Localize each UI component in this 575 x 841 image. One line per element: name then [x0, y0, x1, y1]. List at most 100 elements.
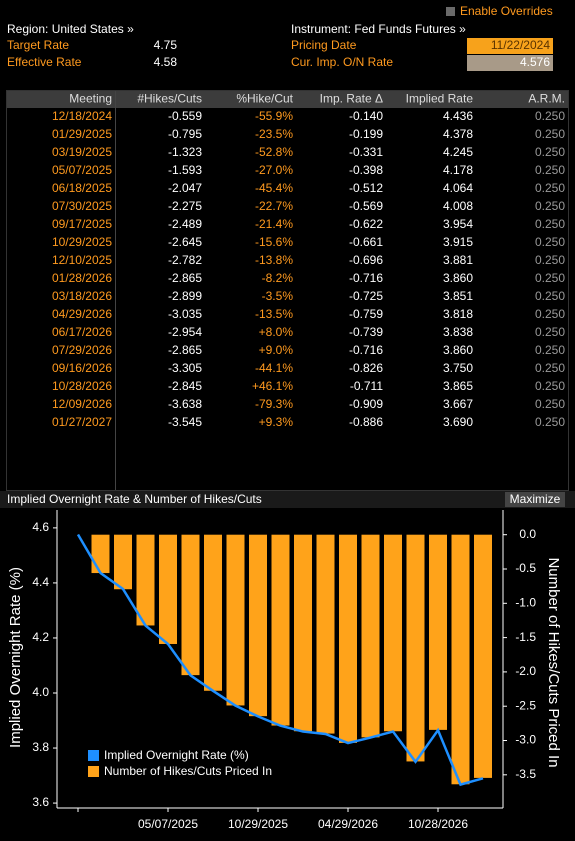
table-cell: -0.886 [349, 415, 383, 429]
table-cell: 3.860 [443, 271, 473, 285]
table: Meeting #Hikes/Cuts %Hike/Cut Imp. Rate Δ Im… [52, 92, 565, 430]
table-cell: -52.8% [255, 145, 293, 159]
table-cell: 12/18/2024 [52, 109, 112, 123]
table-cell: -44.1% [255, 361, 293, 375]
table-cell: -2.047 [168, 181, 202, 195]
table-cell: -1.593 [168, 163, 202, 177]
table-cell: 12/09/2026 [52, 397, 112, 411]
field-label: Target Rate [7, 38, 69, 52]
table-cell: -2.275 [168, 199, 202, 213]
table-cell: 10/28/2026 [52, 379, 112, 393]
table-cell: -2.865 [168, 271, 202, 285]
table-cell: -1.323 [168, 145, 202, 159]
table-cell: 06/18/2025 [52, 181, 112, 195]
override-label[interactable]: Enable Overrides [460, 4, 553, 18]
table-cell: -2.845 [168, 379, 202, 393]
cur-rate[interactable]: 4.576 [520, 55, 550, 69]
instrument[interactable]: Instrument: Fed Funds Futures » [291, 22, 466, 36]
table-cell: 3.750 [443, 361, 473, 375]
table-cell: 03/19/2025 [52, 145, 112, 159]
table-cell: -0.661 [349, 235, 383, 249]
table-cell: -0.909 [349, 397, 383, 411]
column-header: #Hikes/Cuts [137, 92, 202, 106]
pricing-date[interactable]: 11/22/2024 [491, 38, 550, 52]
region[interactable]: Region: United States » [7, 22, 134, 36]
bar [474, 534, 492, 778]
maximize-button[interactable] [505, 492, 565, 507]
table-cell: -0.140 [349, 109, 383, 123]
table-cell: 0.250 [535, 127, 565, 141]
override-checkbox[interactable] [446, 7, 455, 16]
table-cell: -0.569 [349, 199, 383, 213]
table-cell: 3.954 [443, 217, 473, 231]
legend-swatch [88, 750, 99, 761]
y2-tick-label: -2.0 [515, 664, 536, 678]
table-cell: 4.245 [443, 145, 473, 159]
table-cell: -3.5% [262, 289, 294, 303]
bar [204, 534, 222, 691]
table-cell: -55.9% [255, 109, 293, 123]
table-cell: -27.0% [255, 163, 293, 177]
table-cell: 05/07/2025 [52, 163, 112, 177]
table-cell: 4.178 [443, 163, 473, 177]
table-cell: -0.199 [349, 127, 383, 141]
y2-tick-label: -3.5 [515, 767, 536, 781]
bar [339, 534, 357, 743]
table-cell: 0.250 [535, 253, 565, 267]
table-cell: 3.865 [443, 379, 473, 393]
table-cell: 3.667 [443, 397, 473, 411]
table-cell: 04/29/2026 [52, 307, 112, 321]
table-cell: 0.250 [535, 379, 565, 393]
table-cell: -2.782 [168, 253, 202, 267]
table-cell: 0.250 [535, 361, 565, 375]
y2-tick-label: -3.0 [515, 733, 536, 747]
table-cell: -13.8% [255, 253, 293, 267]
table-cell: 0.250 [535, 307, 565, 321]
table-cell: -0.398 [349, 163, 383, 177]
bar [181, 534, 200, 676]
bar [271, 534, 290, 726]
table-cell: 3.851 [443, 289, 473, 303]
table-cell: -0.739 [349, 325, 383, 339]
table-cell: -79.3% [255, 397, 293, 411]
table-cell: 0.250 [535, 397, 565, 411]
table-cell: -2.954 [168, 325, 202, 339]
column-header: %Hike/Cut [236, 92, 293, 106]
table-cell: 4.436 [443, 109, 473, 123]
table-cell: 0.250 [535, 181, 565, 195]
table-cell: 12/10/2025 [52, 253, 112, 267]
table-cell: 3.860 [443, 343, 473, 357]
pricing-date-field[interactable] [467, 38, 553, 54]
table-cell: -23.5% [255, 127, 293, 141]
table-cell: 03/18/2026 [52, 289, 112, 303]
table-cell: +8.0% [259, 325, 294, 339]
cur-rate-field[interactable] [467, 55, 553, 71]
bar [406, 534, 425, 762]
table-cell: 0.250 [535, 163, 565, 177]
bar [451, 534, 470, 785]
y2-tick-label: 0.0 [519, 527, 536, 541]
table-cell: -22.7% [255, 199, 293, 213]
y-tick-label: 4.4 [32, 575, 49, 589]
table-cell: -8.2% [262, 271, 294, 285]
table-cell: 0.250 [535, 289, 565, 303]
table-cell: -0.331 [349, 145, 383, 159]
y2-tick-label: -1.0 [515, 595, 536, 609]
cur-rate-label: Cur. Imp. O/N Rate [291, 55, 393, 69]
table-cell: -0.559 [168, 109, 202, 123]
table-cell: 0.250 [535, 109, 565, 123]
legend-box [82, 745, 302, 785]
table-cell: -2.489 [168, 217, 202, 231]
bar [159, 534, 177, 644]
table-cell: -0.622 [349, 217, 383, 231]
table-cell: -2.645 [168, 235, 202, 249]
maximize-label[interactable]: Maximize [510, 492, 561, 506]
y2-tick-label: -1.5 [515, 630, 536, 644]
table-cell: -3.035 [168, 307, 202, 321]
table-cell: 0.250 [535, 235, 565, 249]
table-cell: 4.064 [443, 181, 473, 195]
table-header-bg [7, 91, 568, 108]
legend-label: Number of Hikes/Cuts Priced In [104, 764, 272, 778]
table-cell: -0.711 [350, 379, 383, 393]
